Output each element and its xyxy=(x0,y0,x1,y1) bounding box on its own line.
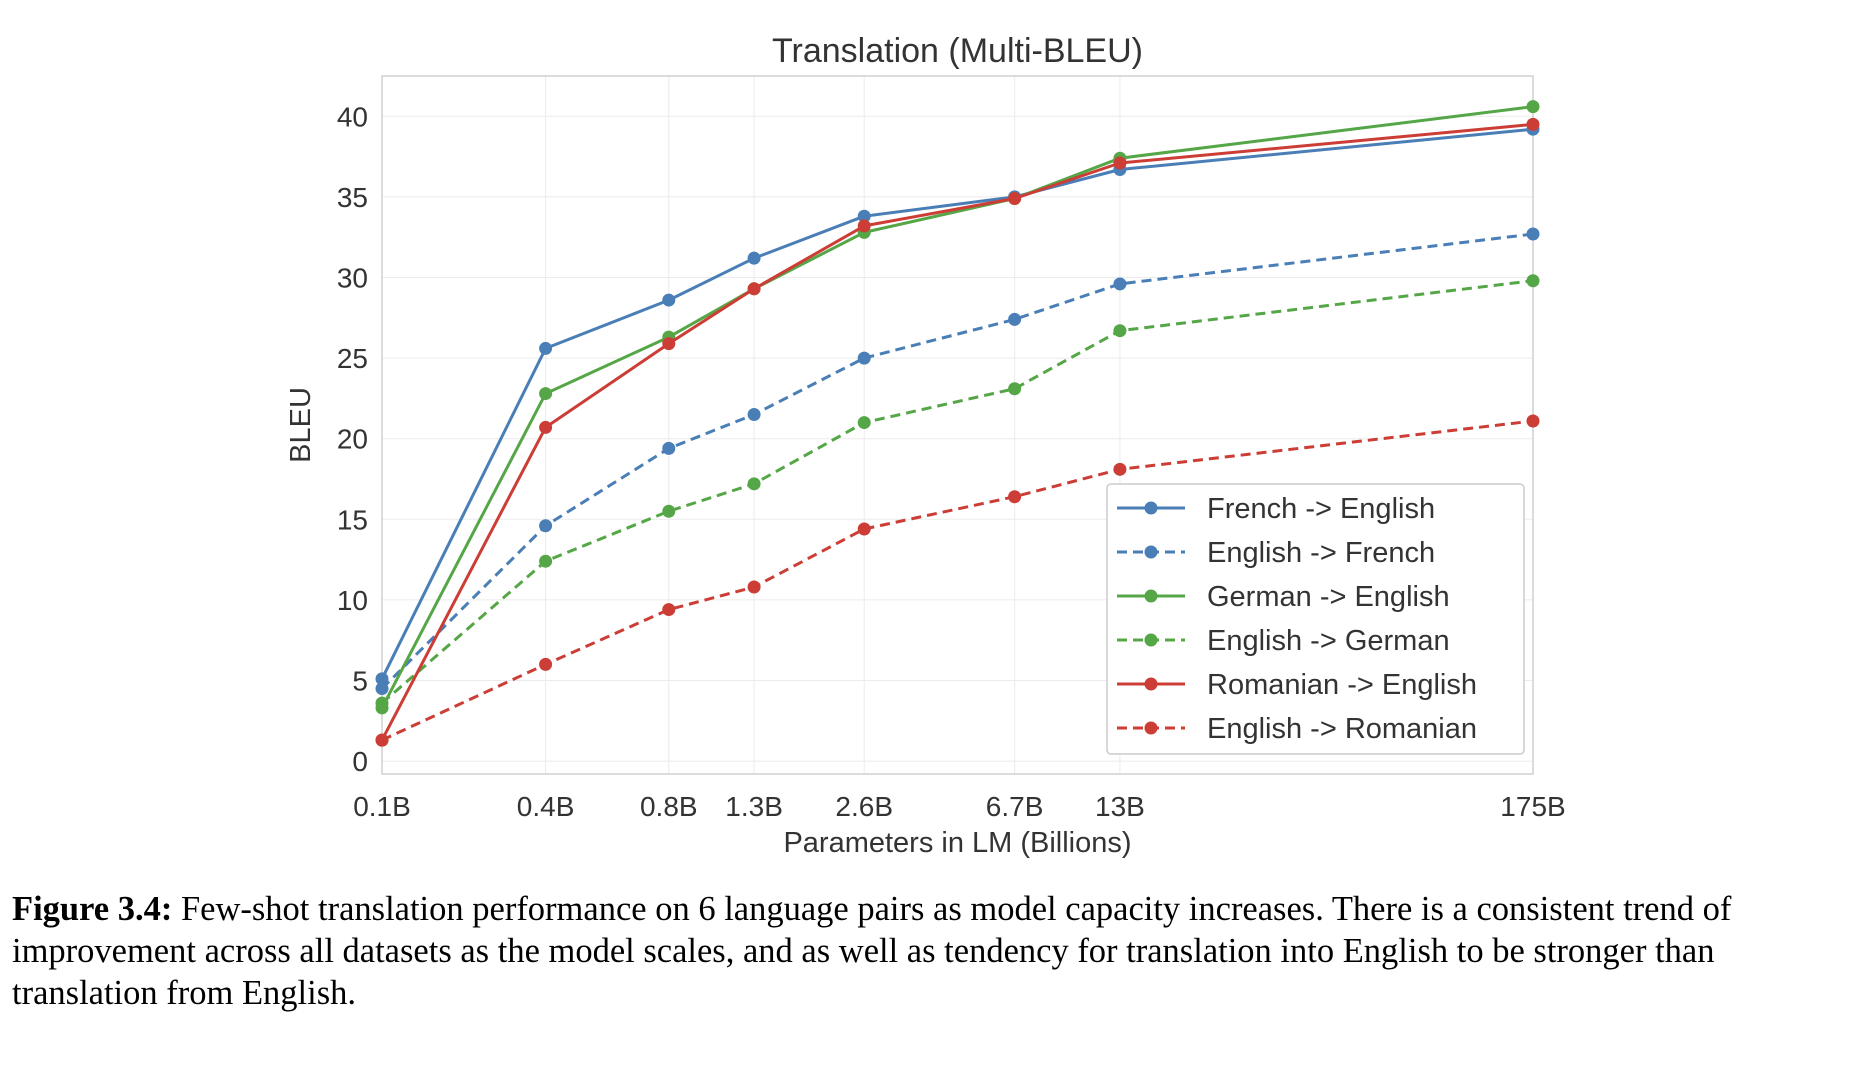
data-point xyxy=(1526,117,1540,131)
legend-marker xyxy=(1144,545,1158,559)
data-point xyxy=(539,657,553,671)
data-point xyxy=(747,251,761,265)
line-chart: 0 5 10 15 20 25 30 35 40 0.1B 0.4B 0.8B 1.3B 2.6B 6.7B… xyxy=(285,32,1566,859)
x-tick-label: 13B xyxy=(1095,791,1145,822)
data-point xyxy=(1113,324,1127,338)
data-point xyxy=(662,504,676,518)
data-point xyxy=(747,408,761,422)
data-point xyxy=(375,672,389,686)
data-point xyxy=(539,519,553,533)
data-point xyxy=(747,477,761,491)
series-line xyxy=(381,279,1534,705)
data-point xyxy=(1008,490,1022,504)
data-point xyxy=(1008,382,1022,396)
x-tick-label: 0.4B xyxy=(517,791,575,822)
data-point xyxy=(747,282,761,296)
y-tick-label: 0 xyxy=(352,746,368,777)
y-axis-label: BLEU xyxy=(285,387,317,463)
legend-marker xyxy=(1144,633,1158,647)
x-axis-label: Parameters in LM (Billions) xyxy=(783,827,1131,859)
y-tick-label: 10 xyxy=(337,585,368,616)
legend-marker xyxy=(1144,501,1158,515)
y-tick-label: 30 xyxy=(337,263,368,294)
x-tick-label: 1.3B xyxy=(725,791,783,822)
data-point xyxy=(539,341,553,355)
legend-entry: Romanian -> English xyxy=(1207,669,1477,701)
legend-entry: English -> Romanian xyxy=(1207,713,1477,745)
data-point xyxy=(1526,414,1540,428)
data-point xyxy=(747,580,761,594)
legend-entry: English -> French xyxy=(1207,537,1435,569)
x-tick-label: 0.8B xyxy=(640,791,698,822)
data-point xyxy=(662,603,676,617)
data-point xyxy=(857,351,871,365)
y-tick-label: 35 xyxy=(337,182,368,213)
legend-marker xyxy=(1144,721,1158,735)
data-point xyxy=(1008,312,1022,326)
y-tick-label: 40 xyxy=(337,101,368,132)
data-point xyxy=(1526,227,1540,241)
data-point xyxy=(662,293,676,307)
data-point xyxy=(857,209,871,223)
data-point xyxy=(857,219,871,233)
legend-entry: German -> English xyxy=(1207,581,1450,613)
data-point xyxy=(1526,100,1540,114)
legend-marker xyxy=(1144,677,1158,691)
data-point xyxy=(857,416,871,430)
y-tick-label: 5 xyxy=(352,666,368,697)
figure-caption: Figure 3.4: Few-shot translation perform… xyxy=(12,888,1862,1014)
data-point xyxy=(1113,156,1127,170)
data-point xyxy=(857,522,871,536)
data-point xyxy=(375,733,389,747)
data-point xyxy=(662,441,676,455)
x-tick-label: 0.1B xyxy=(353,791,411,822)
legend-entry: French -> English xyxy=(1207,493,1435,525)
data-point xyxy=(539,554,553,568)
data-point xyxy=(539,387,553,401)
x-tick-label: 2.6B xyxy=(835,791,893,822)
series-line xyxy=(381,419,1534,742)
caption-text: Few-shot translation performance on 6 la… xyxy=(12,890,1732,1012)
series-line xyxy=(380,105,1534,709)
chart-container: 0 5 10 15 20 25 30 35 40 0.1B 0.4B 0.8B 1.3B 2.6B 6.7B… xyxy=(285,32,1566,859)
x-tick-label: 175B xyxy=(1500,791,1565,822)
data-point xyxy=(1008,192,1022,206)
figure-label: Figure 3.4: xyxy=(12,890,173,928)
data-point xyxy=(1113,277,1127,291)
series-line xyxy=(380,232,1534,690)
data-point xyxy=(1526,274,1540,288)
series-line xyxy=(380,127,1534,680)
legend-box xyxy=(1106,483,1525,755)
legend-entry: English -> German xyxy=(1207,625,1450,657)
y-tick-label: 20 xyxy=(337,424,368,455)
legend-marker xyxy=(1144,589,1158,603)
chart-title: Translation (Multi-BLEU) xyxy=(772,32,1143,70)
data-point xyxy=(375,682,389,696)
data-point xyxy=(662,337,676,351)
y-tick-label: 15 xyxy=(337,504,368,535)
data-point xyxy=(375,696,389,710)
data-point xyxy=(539,420,553,434)
x-tick-label: 6.7B xyxy=(986,791,1044,822)
series-line xyxy=(380,122,1534,741)
data-point xyxy=(1113,462,1127,476)
y-tick-label: 25 xyxy=(337,343,368,374)
